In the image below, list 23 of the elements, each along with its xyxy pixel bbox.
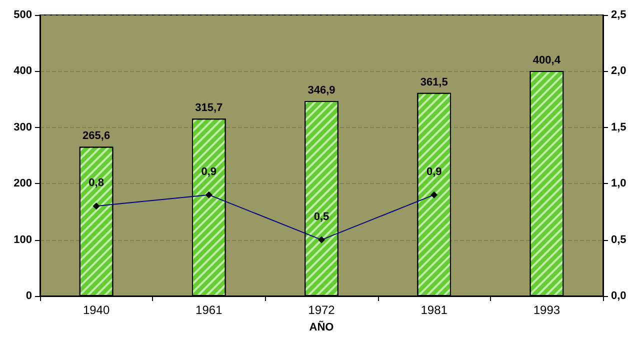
data-label: 346,9 [308, 84, 336, 97]
y-tick-label: 400 [14, 65, 32, 78]
data-label: 400,4 [532, 54, 562, 66]
y2-tick-label: 0,0 [611, 290, 626, 302]
x-tick-label: 1981 [420, 303, 448, 317]
y-tick-label: 0 [26, 290, 32, 302]
y-tick-label: 500 [14, 9, 32, 21]
y2-tick-label: 2,5 [611, 9, 626, 21]
x-axis-title: AÑO [309, 320, 334, 334]
y-tick-label: 100 [14, 234, 32, 246]
data-label: 315,7 [195, 102, 223, 114]
y-tick-label: 300 [14, 121, 32, 134]
y-tick-label: 200 [14, 178, 32, 190]
y2-tick-label: 0,5 [611, 234, 626, 246]
x-tick-label: 1961 [196, 303, 223, 317]
data-label: 265,6 [82, 130, 110, 142]
y2-tick-label: 2,0 [611, 65, 626, 78]
x-tick-label: 1993 [533, 303, 560, 317]
y2-tick-label: 1,5 [611, 121, 626, 134]
data-label: 361,5 [420, 76, 448, 88]
y2-tick-label: 1,0 [611, 178, 626, 190]
x-tick-label: 1972 [308, 303, 336, 317]
x-tick-label: 1940 [82, 303, 110, 317]
